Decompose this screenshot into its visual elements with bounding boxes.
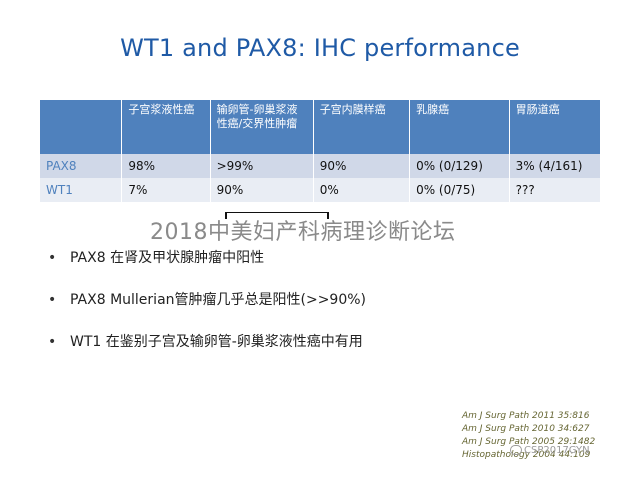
table-cell: >99% xyxy=(210,154,314,178)
slide-title: WT1 and PAX8: IHC performance xyxy=(120,34,520,62)
table-cell: 0% xyxy=(313,178,411,202)
header-cell: 乳腺癌 xyxy=(409,100,510,154)
bullet-dot-icon: • xyxy=(48,250,57,266)
bullet-item: • PAX8 Mullerian管肿瘤几乎总是阳性(>>90%) xyxy=(46,290,606,310)
reference-line: Histopathology 2004 44:109 xyxy=(462,450,591,460)
bullet-dot-icon: • xyxy=(48,334,57,350)
table-cell: 7% xyxy=(121,178,211,202)
ihc-table: 子宫浆液性癌 输卵管-卵巢浆液性癌/交界性肿瘤 子宫内膜样癌 乳腺癌 胃肠道癌 … xyxy=(40,100,600,202)
row-label: PAX8 xyxy=(40,154,123,178)
row-label: WT1 xyxy=(40,178,123,202)
table-cell: 98% xyxy=(121,154,211,178)
header-cell: 子宫内膜样癌 xyxy=(313,100,411,154)
reference-line: Am J Surg Path 2005 29:1482 xyxy=(462,437,596,447)
table-row: WT1 7% 90% 0% 0% (0/75) ??? xyxy=(40,178,600,202)
wechat-watermark-text: CSP2017GYN xyxy=(524,445,590,456)
bullet-list: • PAX8 在肾及甲状腺肿瘤中阳性 • PAX8 Mullerian管肿瘤几乎… xyxy=(46,248,606,374)
wechat-watermark: CSP2017GYN xyxy=(510,445,590,456)
table-cell: 3% (4/161) xyxy=(509,154,600,178)
bullet-text: PAX8 在肾及甲状腺肿瘤中阳性 xyxy=(70,250,265,266)
bullet-text: WT1 在鉴别子宫及输卵管-卵巢浆液性癌中有用 xyxy=(70,334,363,350)
table-row: PAX8 98% >99% 90% 0% (0/129) 3% (4/161) xyxy=(40,154,600,178)
wechat-icon xyxy=(510,445,522,455)
bracket-mark xyxy=(225,212,329,219)
reference-line: Am J Surg Path 2010 34:627 xyxy=(462,424,590,434)
references: Am J Surg Path 2011 35:816 Am J Surg Pat… xyxy=(462,410,632,462)
table-cell: 0% (0/75) xyxy=(409,178,510,202)
header-cell: 输卵管-卵巢浆液性癌/交界性肿瘤 xyxy=(210,100,314,154)
header-cell xyxy=(40,100,123,154)
header-cell: 子宫浆液性癌 xyxy=(121,100,211,154)
bullet-item: • PAX8 在肾及甲状腺肿瘤中阳性 xyxy=(46,248,606,268)
table-header-row: 子宫浆液性癌 输卵管-卵巢浆液性癌/交界性肿瘤 子宫内膜样癌 乳腺癌 胃肠道癌 xyxy=(40,100,600,154)
bullet-item: • WT1 在鉴别子宫及输卵管-卵巢浆液性癌中有用 xyxy=(46,332,606,352)
forum-watermark: 2018中美妇产科病理诊断论坛 xyxy=(150,220,456,245)
reference-line: Am J Surg Path 2011 35:816 xyxy=(462,411,590,421)
table-cell: 0% (0/129) xyxy=(409,154,510,178)
table-cell: ??? xyxy=(509,178,600,202)
bullet-text: PAX8 Mullerian管肿瘤几乎总是阳性(>>90%) xyxy=(70,292,367,308)
header-cell: 胃肠道癌 xyxy=(509,100,600,154)
table-cell: 90% xyxy=(313,154,411,178)
table-cell: 90% xyxy=(210,178,314,202)
bullet-dot-icon: • xyxy=(48,292,57,308)
